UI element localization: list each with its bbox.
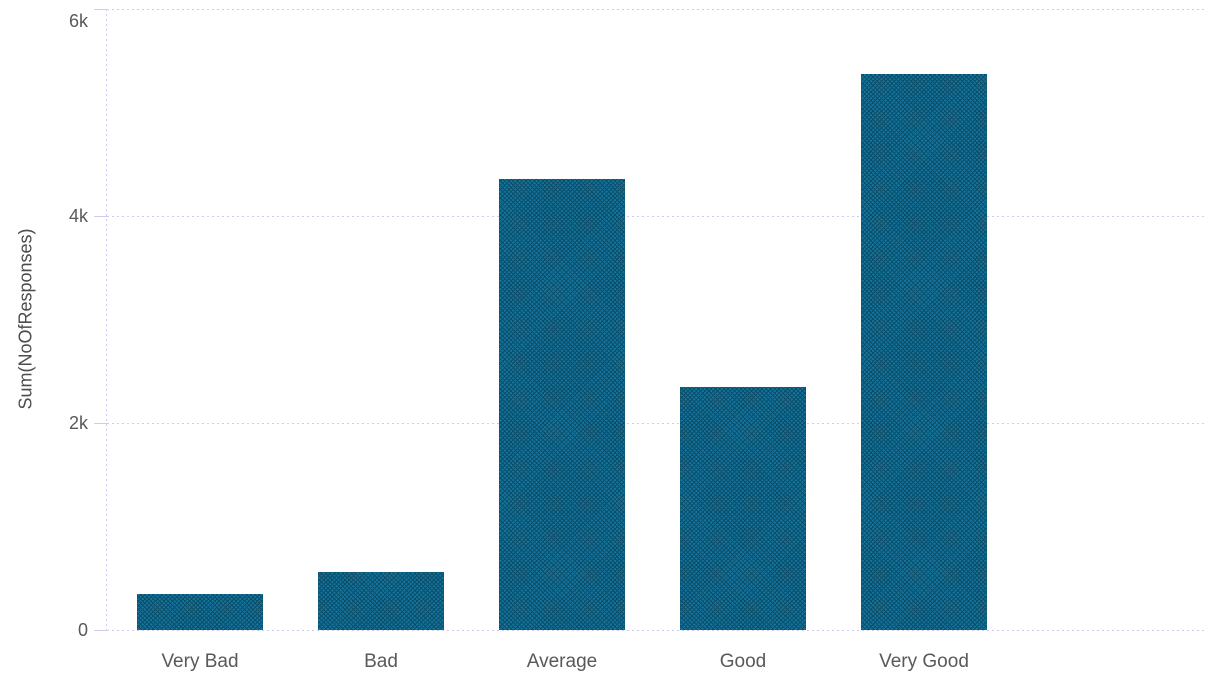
- y-tick-label-6k: 6k: [68, 11, 88, 31]
- gridline-2k: [107, 422, 1206, 424]
- y-tick-mark-0: [94, 629, 107, 631]
- x-axis-label-good[interactable]: Good: [719, 651, 767, 672]
- bar-bad[interactable]: [318, 572, 444, 630]
- y-tick-mark-4k: [94, 215, 107, 217]
- x-axis-label-very-bad[interactable]: Very Bad: [161, 651, 239, 672]
- gridline-4k: [107, 215, 1206, 217]
- bar-very-bad[interactable]: [137, 593, 263, 630]
- y-tick-label-2k: 2k: [68, 413, 88, 433]
- bar-good[interactable]: [680, 386, 806, 630]
- bar-very-good[interactable]: [861, 74, 987, 630]
- x-axis-label-bad[interactable]: Bad: [364, 651, 398, 672]
- bar-average[interactable]: [499, 178, 625, 630]
- x-axis-label-very-good[interactable]: Very Good: [879, 651, 969, 672]
- y-tick-mark-6k: [94, 8, 107, 10]
- x-axis-label-average[interactable]: Average: [526, 651, 598, 672]
- gridline-6k: [107, 8, 1206, 10]
- y-tick-label-4k: 4k: [68, 206, 88, 226]
- gridline-0: [107, 629, 1206, 631]
- y-axis-title: Sum(NoOfResponses): [15, 228, 36, 410]
- y-tick-label-0: 0: [77, 620, 88, 640]
- y-axis-line: [106, 9, 107, 630]
- y-tick-mark-2k: [94, 422, 107, 424]
